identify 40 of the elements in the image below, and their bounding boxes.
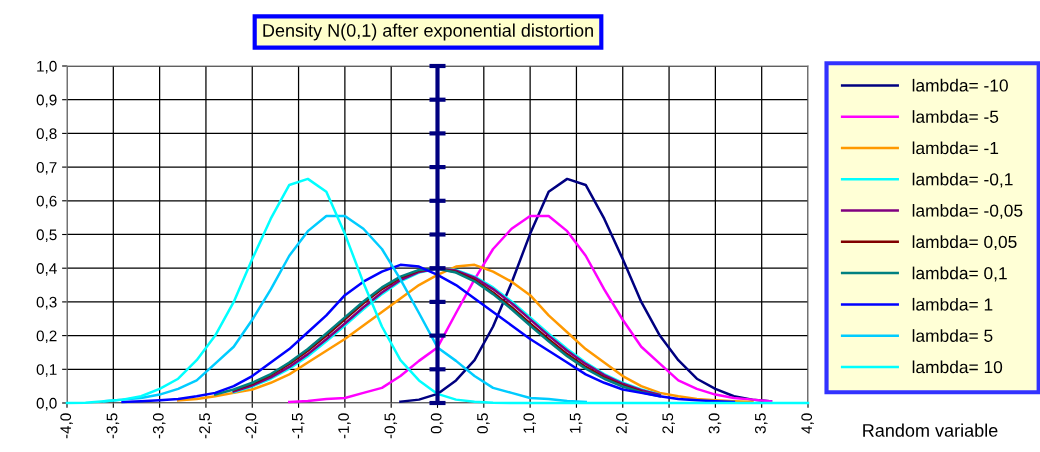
x-axis-title: Random variable — [863, 423, 998, 437]
legend-label: lambda= -0,1 — [912, 172, 1013, 188]
x-tick-label: -3,5 — [106, 413, 120, 439]
legend-label: lambda= 0,05 — [912, 235, 1017, 251]
x-tick-label: -1,5 — [292, 413, 305, 439]
y-tick-label: 0,4 — [36, 263, 57, 276]
legend-label: lambda= -10 — [912, 78, 1008, 92]
x-tick-label: 0,0 — [430, 413, 444, 434]
x-tick-label: -3,0 — [152, 413, 166, 439]
y-tick-label: 0,6 — [36, 195, 57, 209]
legend-label: lambda= -5 — [912, 110, 999, 123]
y-tick-label: 0,5 — [36, 229, 57, 242]
legend-label: lambda= 10 — [912, 360, 1003, 374]
x-tick-label: 2,5 — [662, 413, 675, 434]
legend-label: lambda= -0,05 — [912, 204, 1023, 219]
x-tick-label: 3,0 — [708, 413, 722, 434]
x-tick-label: 1,0 — [523, 413, 537, 433]
x-tick-label: 4,0 — [801, 413, 814, 434]
chart-title: Density N(0,1) after exponential distortion — [263, 23, 593, 41]
x-tick-label: -0,5 — [384, 413, 398, 439]
legend-label: lambda= 5 — [912, 329, 993, 342]
y-tick-label: 0,0 — [36, 397, 57, 411]
x-tick-label: 1,5 — [569, 413, 583, 433]
x-tick-label: 0,5 — [477, 413, 490, 434]
x-tick-label: 3,5 — [754, 413, 768, 434]
y-tick-label: 0,9 — [36, 94, 57, 108]
x-tick-label: 2,0 — [616, 413, 629, 434]
legend-label: lambda= 0,1 — [912, 266, 1007, 282]
y-tick-label: 0,3 — [36, 296, 57, 310]
y-tick-label: 0,8 — [36, 128, 57, 141]
y-tick-label: 0,2 — [36, 330, 57, 344]
x-tick-label: -4,0 — [60, 413, 73, 439]
legend-label: lambda= 1 — [912, 297, 993, 311]
x-tick-label: -2,5 — [199, 413, 212, 439]
legend-label: lambda= -1 — [912, 141, 999, 155]
y-tick-label: 0,1 — [36, 364, 57, 377]
y-tick-label: 0,7 — [36, 161, 57, 175]
x-tick-label: -2,0 — [245, 413, 259, 439]
x-tick-label: -1,0 — [338, 413, 351, 439]
y-tick-label: 1,0 — [37, 60, 57, 74]
